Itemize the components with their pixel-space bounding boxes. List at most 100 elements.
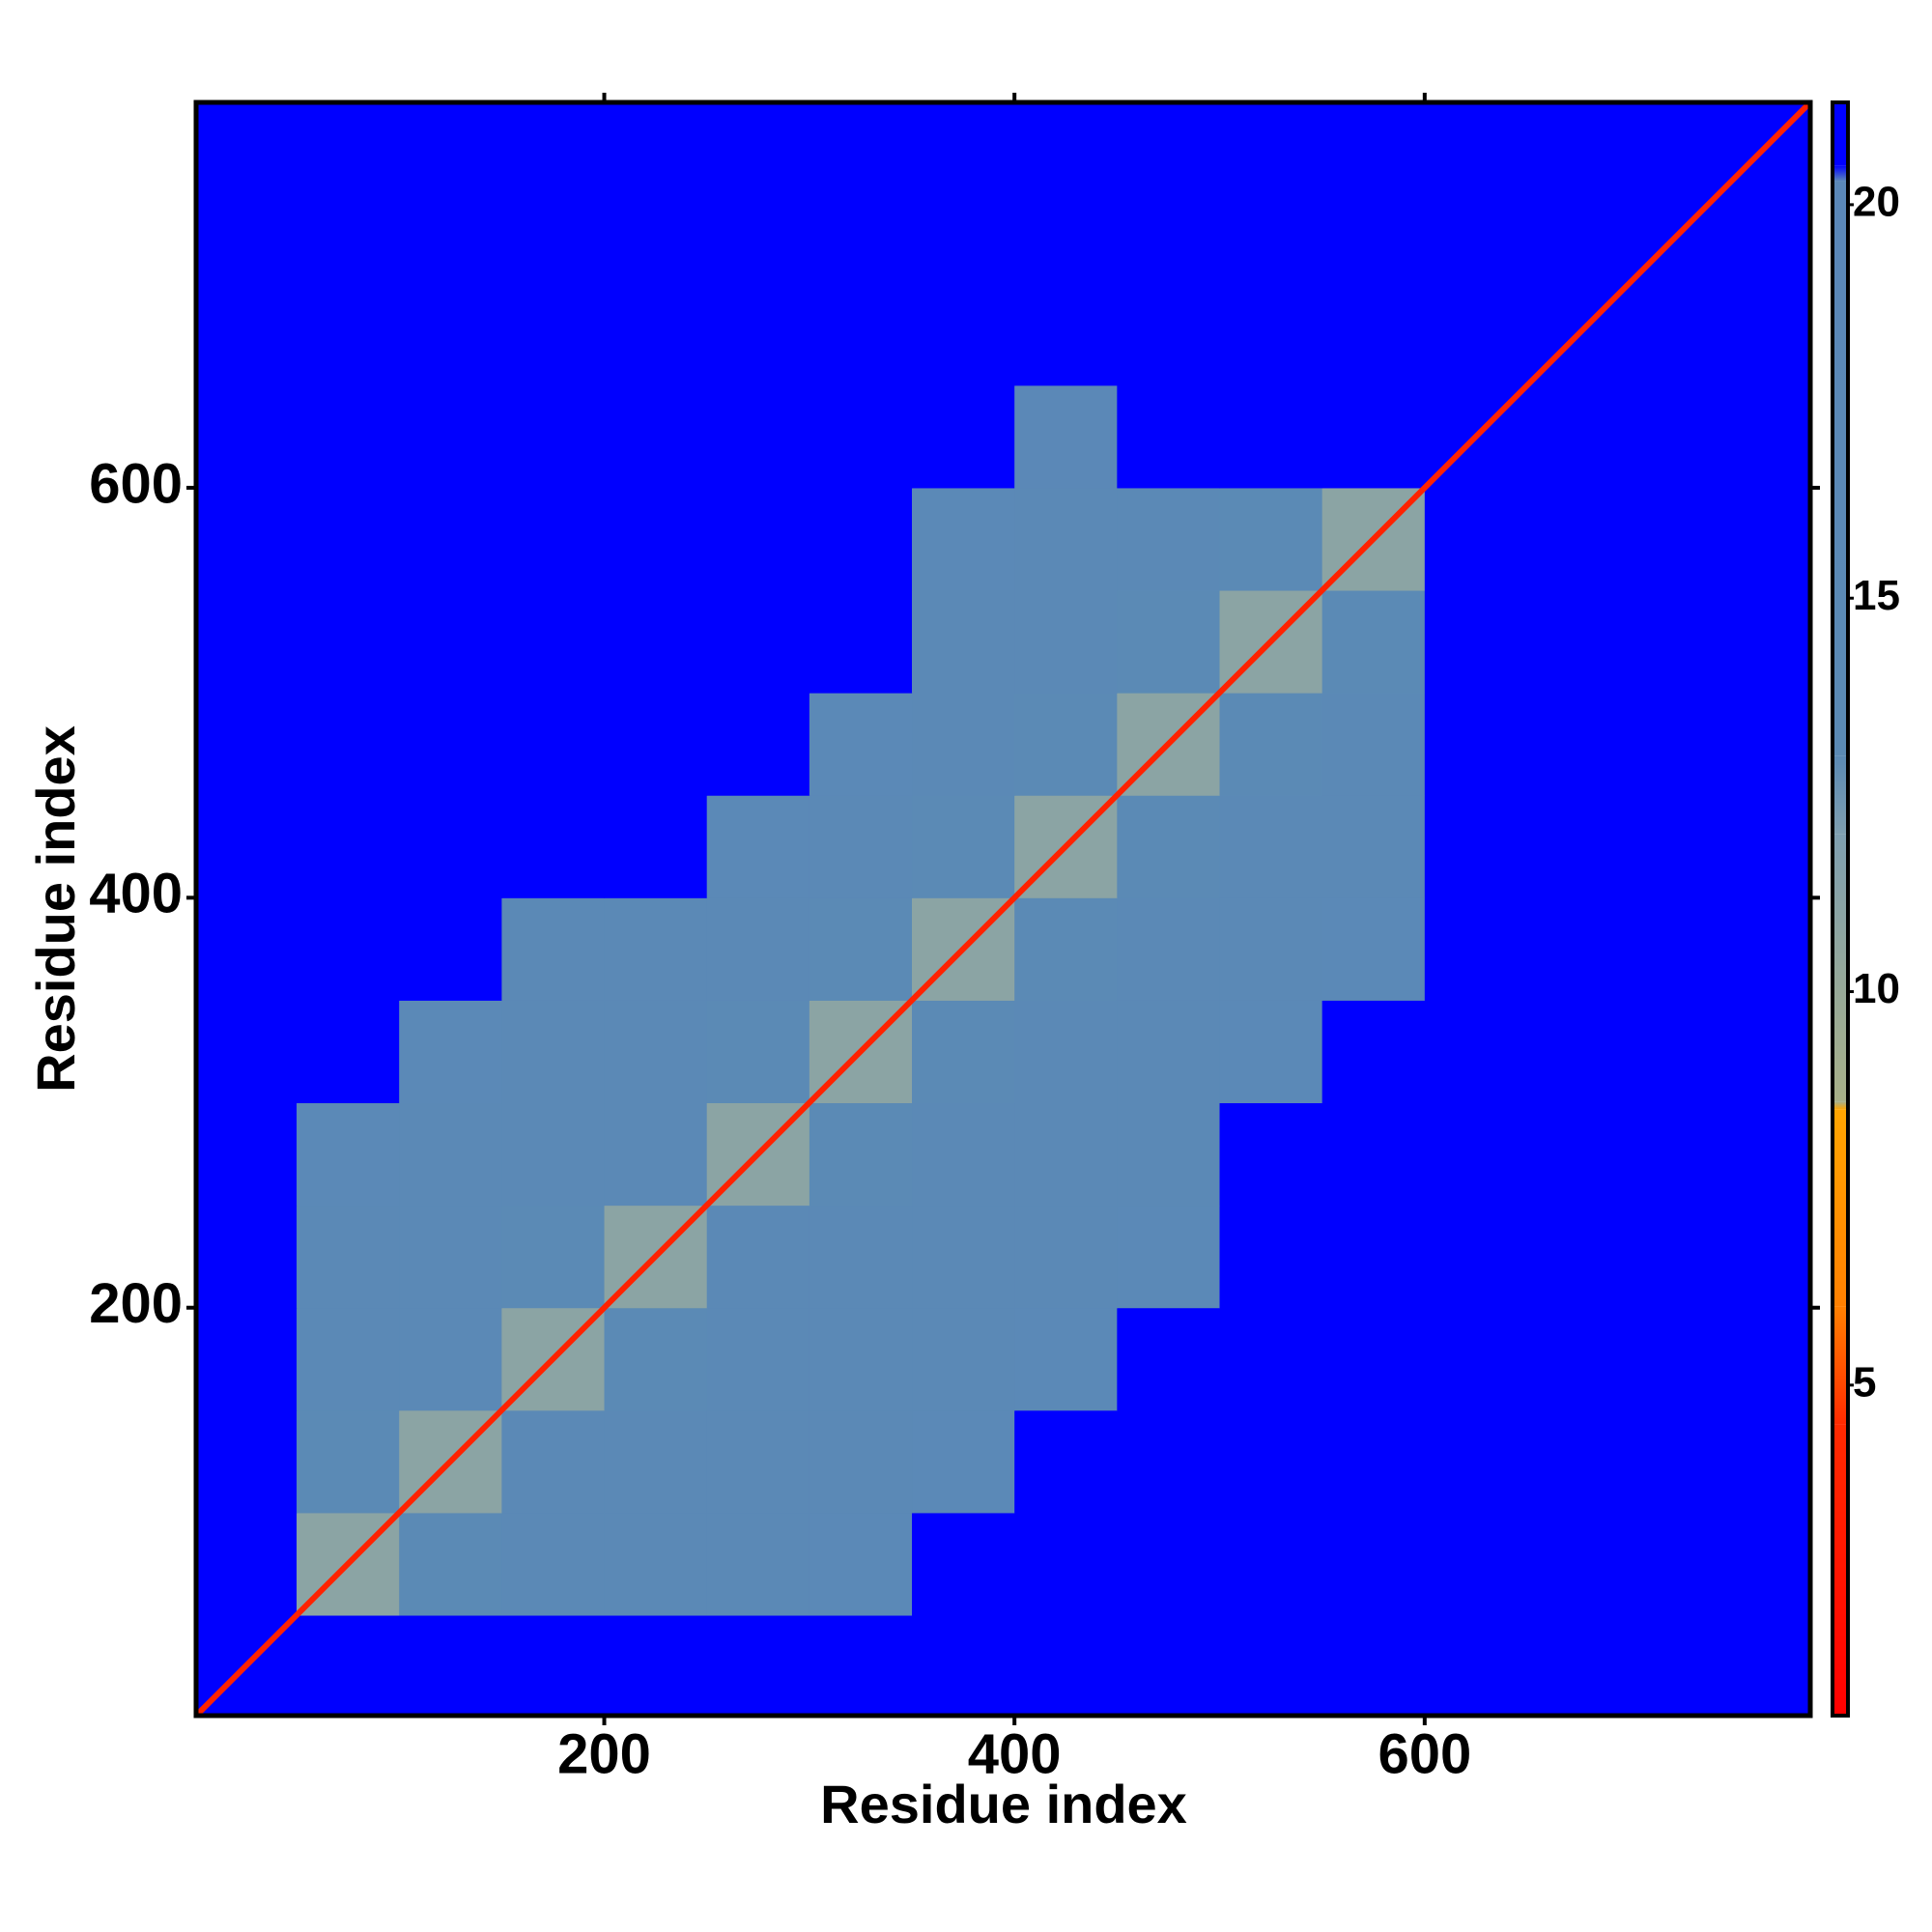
heatmap-cell [1732, 795, 1811, 898]
colorbar-segment [1833, 165, 1848, 182]
heatmap-cell [1424, 590, 1528, 694]
heatmap-cell [1117, 1615, 1221, 1717]
heatmap-cell [1424, 1205, 1528, 1309]
colorbar-tick-label: 5 [1853, 1358, 1876, 1406]
heatmap-cell [809, 102, 913, 182]
heatmap-cell [297, 1409, 400, 1514]
colorbar-segment [1833, 181, 1848, 756]
colorbar-segment [1833, 1109, 1848, 1307]
heatmap-cell [1219, 282, 1323, 386]
heatmap-cell [1117, 384, 1221, 489]
heatmap-cell [706, 102, 810, 182]
heatmap-cell [912, 795, 1015, 898]
heatmap-cell [706, 282, 810, 386]
heatmap-cell [1732, 180, 1811, 284]
heatmap-cell [1526, 384, 1631, 489]
heatmap-cell [809, 487, 913, 591]
heatmap-cell [297, 384, 400, 489]
heatmap-cell [706, 1307, 810, 1411]
heatmap-cell [501, 795, 606, 898]
heatmap-cell [1630, 897, 1733, 1001]
heatmap-cell [912, 1205, 1015, 1309]
x-tick-label: 600 [1378, 1722, 1471, 1785]
heatmap-cell [297, 1000, 400, 1104]
heatmap-cell [1014, 487, 1118, 591]
heatmap-cell [1219, 102, 1323, 182]
heatmap-cell [1424, 897, 1528, 1001]
heatmap-cell [1526, 180, 1631, 284]
heatmap-cell [1117, 590, 1221, 694]
heatmap-cell [1321, 590, 1426, 694]
heatmap-cell [604, 795, 708, 898]
colorbar-tick-label: 15 [1853, 572, 1900, 619]
heatmap-cell [1321, 1102, 1426, 1207]
heatmap-cell [1732, 1409, 1811, 1514]
heatmap-cell [1630, 1205, 1733, 1309]
heatmap-cell [1117, 1102, 1221, 1207]
heatmap-cell [604, 487, 708, 591]
colorbar-frame [1831, 100, 1850, 1718]
heatmap-cell [1424, 180, 1528, 284]
heatmap-cell [501, 1615, 606, 1717]
heatmap-cell [1732, 590, 1811, 694]
heatmap-cell [1321, 795, 1426, 898]
y-tick-label: 600 [89, 452, 183, 515]
heatmap-cell [604, 1615, 708, 1717]
colorbar-segment [1833, 755, 1848, 835]
x-tick-label: 200 [557, 1722, 651, 1785]
heatmap-cell [1526, 1205, 1631, 1309]
heatmap-cell [399, 1102, 502, 1207]
heatmap-cell [604, 1102, 708, 1207]
heatmap-cell [1424, 1307, 1528, 1411]
heatmap-cell [1014, 1615, 1118, 1717]
heatmap-cell [1014, 384, 1118, 489]
heatmap-cell [1732, 384, 1811, 489]
heatmap-cell [1630, 1102, 1733, 1207]
heatmap-cell [912, 1409, 1015, 1514]
heatmap-cell [399, 102, 502, 182]
heatmap-cell [1630, 384, 1733, 489]
heatmap-cell [706, 1512, 810, 1616]
heatmap-cell [1014, 1000, 1118, 1104]
heatmap-cell [1117, 102, 1221, 182]
heatmap-cell [1424, 1409, 1528, 1514]
heatmap-cell [399, 897, 502, 1001]
heatmap-cell [706, 897, 810, 1001]
heatmap-cell [1526, 487, 1631, 591]
heatmap-cell [1630, 590, 1733, 694]
heatmap-cell [1014, 282, 1118, 386]
heatmap-cell [196, 1512, 298, 1616]
heatmap-cell [1630, 282, 1733, 386]
heatmap-cell [1321, 180, 1426, 284]
heatmap-cell [297, 795, 400, 898]
heatmap-cell [399, 1205, 502, 1309]
heatmap-cell [399, 1512, 502, 1616]
heatmap-cell [501, 1205, 606, 1309]
heatmap-cell [297, 180, 400, 284]
heatmap-cell [1424, 282, 1528, 386]
heatmap-cell [706, 693, 810, 796]
heatmap-cell [399, 1307, 502, 1411]
heatmap-cell [1117, 1512, 1221, 1616]
heatmap-cell [706, 590, 810, 694]
heatmap-cell [501, 384, 606, 489]
heatmap-cell [297, 282, 400, 386]
heatmap-cell [1219, 795, 1323, 898]
heatmap-cell [1732, 1615, 1811, 1717]
heatmap-cell [809, 180, 913, 284]
heatmap-cell [1732, 1307, 1811, 1411]
heatmap-cell [809, 897, 913, 1001]
heatmap-cell [809, 1205, 913, 1309]
heatmap-cell [1014, 1512, 1118, 1616]
colorbar-tick-label: 20 [1853, 179, 1900, 226]
heatmap-cell [501, 282, 606, 386]
heatmap-cell [501, 487, 606, 591]
heatmap-cell [604, 693, 708, 796]
heatmap-cell [196, 1205, 298, 1309]
heatmap-cell [1321, 693, 1426, 796]
heatmap-cell [912, 1102, 1015, 1207]
heatmap-cell [1526, 693, 1631, 796]
heatmap-cell [604, 1307, 708, 1411]
heatmap-cell [1321, 1512, 1426, 1616]
